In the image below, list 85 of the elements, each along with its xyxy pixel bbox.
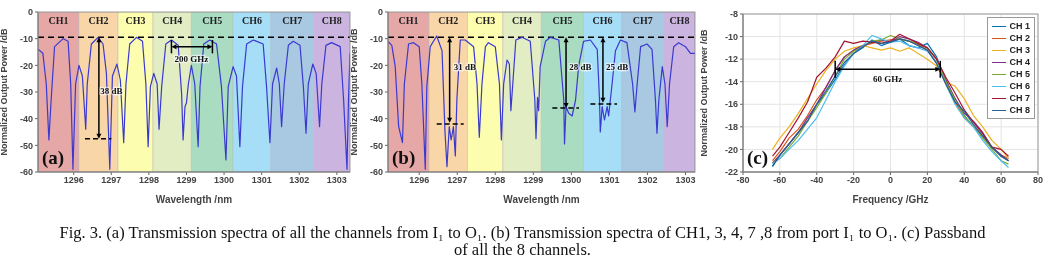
x-tick-label: -40 xyxy=(810,175,824,186)
legend-label: CH 8 xyxy=(1009,104,1030,116)
x-tick-label: -20 xyxy=(847,175,861,186)
y-tick-label: -30 xyxy=(19,87,33,98)
x-tick-label: 1302 xyxy=(637,175,658,186)
x-tick-label: 1296 xyxy=(63,175,84,186)
x-tick-label: -80 xyxy=(736,175,750,186)
y-tick-label: -40 xyxy=(19,113,33,124)
annotation: 60 GHz xyxy=(873,74,903,85)
y-tick-label: 0 xyxy=(27,7,33,18)
x-tick-label: 1300 xyxy=(214,175,235,186)
y-tick-label: -12 xyxy=(724,54,738,65)
y-tick-label: -60 xyxy=(369,167,383,178)
legend-label: CH 3 xyxy=(1009,44,1030,56)
band-label: CH7 xyxy=(632,15,653,27)
caption: Fig. 3. (a) Transmission spectra of all the channels from I₁ to O₁. (b) Transmission spectra of CH1, 3, 4, 7 ,8 from port I₁ to O₁. (c) Passband of all the 8 channels. xyxy=(58,223,987,259)
y-tick-label: -8 xyxy=(729,9,738,20)
band-label: CH8 xyxy=(321,15,342,27)
x-tick-label: 1301 xyxy=(599,175,620,186)
y-tick-label: -10 xyxy=(724,31,738,42)
band-label: CH7 xyxy=(282,15,303,27)
y-axis-title: Normalized Output Power /dB xyxy=(0,28,10,156)
y-tick-label: -10 xyxy=(19,33,33,44)
y-tick-label: -16 xyxy=(724,99,738,110)
band-label: CH3 xyxy=(475,15,496,27)
x-axis-title: Wavelength /nm xyxy=(503,194,580,205)
y-tick-label: -20 xyxy=(19,60,33,71)
x-tick-label: 1300 xyxy=(561,175,582,186)
y-tick-label: -50 xyxy=(19,140,33,151)
x-tick-label: 1301 xyxy=(251,175,272,186)
band-label: CH6 xyxy=(592,15,613,27)
y-axis-title: Normalized Output Power /dB xyxy=(349,28,360,156)
band-label: CH2 xyxy=(438,15,459,27)
y-tick-label: -50 xyxy=(369,140,383,151)
annotation: 28 dB xyxy=(569,62,592,73)
x-axis-title: Wavelength /nm xyxy=(155,194,233,205)
band-label: CH8 xyxy=(669,15,690,27)
y-axis-title: Normalized Output Power /dB xyxy=(699,29,710,157)
annotation: (c) xyxy=(747,147,769,169)
band-label: CH4 xyxy=(162,15,183,27)
legend-label: CH 4 xyxy=(1009,56,1030,68)
x-tick-label: 20 xyxy=(922,175,933,186)
x-axis-title: Frequency /GHz xyxy=(852,194,929,205)
y-tick-label: -18 xyxy=(724,122,738,133)
y-tick-label: -20 xyxy=(724,144,738,155)
y-tick-label: -60 xyxy=(19,167,33,178)
x-tick-label: 0 xyxy=(887,175,894,186)
x-tick-label: 80 xyxy=(1032,175,1044,186)
band-label: CH4 xyxy=(512,15,533,27)
band-label: CH5 xyxy=(552,15,573,27)
legend-label: CH 7 xyxy=(1009,92,1030,104)
y-tick-label: 0 xyxy=(377,7,383,18)
x-tick-label: 1303 xyxy=(326,175,347,186)
annotation: (b) xyxy=(392,147,416,169)
x-tick-label: 1296 xyxy=(409,175,430,186)
x-tick-label: -60 xyxy=(773,175,787,186)
x-tick-label: 40 xyxy=(959,175,970,186)
annotation: (a) xyxy=(42,147,65,169)
band-label: CH3 xyxy=(125,15,146,27)
band-label: CH1 xyxy=(48,15,69,27)
band-label: CH5 xyxy=(202,15,223,27)
x-tick-label: 1303 xyxy=(675,175,696,186)
legend-label: CH 1 xyxy=(1009,20,1030,32)
band-label: CH1 xyxy=(398,15,419,27)
y-tick-label: -22 xyxy=(724,167,738,178)
x-tick-label: 1299 xyxy=(176,175,197,186)
y-tick-label: -14 xyxy=(724,76,738,87)
band-label: CH2 xyxy=(88,15,109,27)
x-tick-label: 1297 xyxy=(101,175,122,186)
x-tick-label: 1299 xyxy=(523,175,544,186)
annotation: 38 dB xyxy=(100,86,123,97)
x-tick-label: 1298 xyxy=(485,175,506,186)
x-tick-label: 1297 xyxy=(447,175,468,186)
y-tick-label: -30 xyxy=(369,87,383,98)
x-tick-label: 60 xyxy=(996,175,1007,186)
band-label: CH6 xyxy=(242,15,263,27)
legend-label: CH 6 xyxy=(1009,80,1030,92)
legend-label: CH 2 xyxy=(1009,32,1030,44)
x-tick-label: 1302 xyxy=(289,175,310,186)
x-tick-label: 1298 xyxy=(138,175,159,186)
legend-label: CH 5 xyxy=(1009,68,1030,80)
y-tick-label: -20 xyxy=(369,60,383,71)
annotation: 25 dB xyxy=(605,62,629,73)
y-tick-label: -10 xyxy=(369,33,383,44)
y-tick-label: -40 xyxy=(369,113,383,124)
